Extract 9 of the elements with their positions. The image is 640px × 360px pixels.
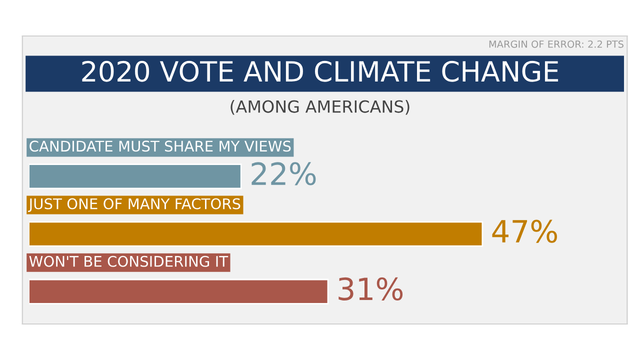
chart-subtitle: (AMONG AMERICANS) xyxy=(230,100,410,115)
y-tick-label: WON'T BE CONSIDERING IT xyxy=(29,256,228,267)
chart-title: 2020 VOTE AND CLIMATE CHANGE xyxy=(82,60,558,82)
data-label: 47% xyxy=(492,220,557,243)
y-tick-label: JUST ONE OF MANY FACTORS xyxy=(28,198,240,212)
data-label: 22% xyxy=(252,162,316,186)
y-tick-label: CANDIDATE MUST SHARE MY VIEWS xyxy=(30,140,291,152)
data-label: 31% xyxy=(338,277,403,300)
text: MARGIN OF ERROR: 2.2 PTS xyxy=(489,40,624,48)
